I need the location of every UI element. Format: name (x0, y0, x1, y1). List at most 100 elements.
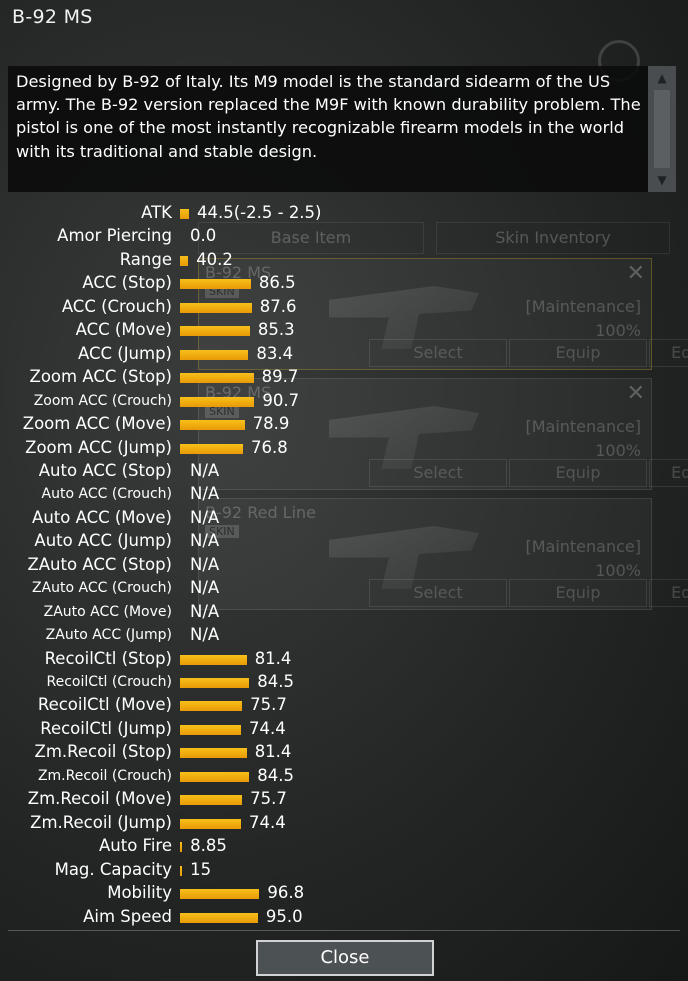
stat-bar (180, 209, 189, 219)
stat-label: ZAuto ACC (Move) (43, 603, 172, 620)
stat-label: ACC (Stop) (82, 273, 172, 293)
stat-value: 90.7 (262, 390, 300, 410)
stat-bar (180, 349, 249, 360)
stat-label: Zoom ACC (Jump) (25, 437, 172, 457)
stat-value: 83.4 (256, 343, 294, 363)
stat-label: RecoilCtl (Stop) (44, 648, 172, 668)
inventory-card: B-92 Red Line SKIN [Maintenance] 100% Se… (198, 498, 688, 610)
stat-row: Zoom ACC (Stop) 89.7 (0, 365, 688, 389)
stat-row: Auto Fire 8.85 (0, 834, 688, 858)
stat-row: Mag. Capacity 15 (0, 858, 688, 882)
stat-bar (180, 654, 247, 665)
card-percent: 100% (595, 561, 641, 580)
inventory-card: B-92 MS SKIN ✕ [Maintenance] 100% Select… (198, 258, 688, 370)
stat-value: N/A (190, 578, 220, 598)
stat-label: ACC (Jump) (77, 343, 172, 363)
stat-row: RecoilCtl (Stop) 81.4 (0, 647, 688, 671)
stat-value: 74.4 (249, 718, 286, 738)
stat-label: Range (119, 249, 172, 269)
stat-bar (180, 724, 241, 735)
stat-bar (180, 302, 252, 313)
stat-bar (180, 748, 247, 759)
inventory-card: B-92 MS SKIN ✕ [Maintenance] 100% Select… (198, 378, 688, 490)
stat-label: Zoom ACC (Move) (22, 414, 172, 433)
stat-row: ZAuto ACC (Jump) N/A (0, 623, 688, 647)
stat-value: 81.4 (254, 742, 292, 762)
scroll-down-icon[interactable]: ▼ (657, 173, 667, 187)
tab-base-item: Base Item (198, 222, 424, 254)
stat-row: RecoilCtl (Move) 75.7 (0, 693, 688, 717)
select-button: Select (369, 339, 507, 367)
stat-value: 84.5 (257, 672, 295, 691)
close-button[interactable]: Close (256, 940, 434, 976)
stat-bar (180, 771, 250, 782)
description-scrollbar[interactable]: ▲ ▼ (648, 66, 676, 192)
stat-bar (180, 443, 243, 454)
stat-row: ZAuto ACC (Stop) N/A (0, 553, 688, 577)
scroll-up-icon[interactable]: ▲ (657, 71, 667, 85)
stat-bar (180, 420, 245, 430)
stat-row: Auto ACC (Crouch) N/A (0, 482, 688, 506)
stat-label: Zm.Recoil (Crouch) (37, 767, 172, 784)
stat-value: 75.7 (250, 695, 287, 715)
stat-row: Range 40.2 (0, 248, 688, 272)
stat-label: ACC (Move) (75, 320, 172, 340)
stat-bar (180, 865, 183, 876)
stat-row: Zoom ACC (Jump) 76.8 (0, 436, 688, 460)
stat-label: Zoom ACC (Stop) (29, 367, 172, 387)
skin-tag: SKIN (205, 405, 239, 418)
description-text: Designed by B-92 of Italy. Its M9 model … (16, 72, 641, 161)
equip-button: Equip (509, 339, 647, 367)
stat-label: Zm.Recoil (Move) (27, 789, 172, 809)
stat-bar (180, 912, 258, 923)
stat-bar (180, 842, 183, 853)
stat-label: ZAuto ACC (Jump) (45, 627, 172, 644)
stat-value: N/A (190, 484, 220, 504)
equip-on-all-button: Equip on all (649, 459, 688, 487)
card-percent: 100% (595, 321, 641, 340)
stat-bar (180, 396, 255, 407)
scrollbar-thumb[interactable] (654, 90, 670, 168)
stat-value: 76.8 (251, 437, 288, 457)
stat-row: RecoilCtl (Jump) 74.4 (0, 717, 688, 741)
stat-row: RecoilCtl (Crouch) 84.5 (0, 670, 688, 694)
stat-label: RecoilCtl (Move) (37, 695, 172, 715)
select-button: Select (369, 459, 507, 487)
stat-bar (180, 373, 254, 384)
stat-bar (180, 889, 260, 899)
stat-row: Zoom ACC (Crouch) 90.7 (0, 389, 688, 413)
stat-row: Auto ACC (Stop) N/A (0, 459, 688, 483)
card-name: B-92 Red Line (205, 503, 317, 522)
stat-label: Amor Piercing (57, 226, 172, 246)
stat-label: Zm.Recoil (Stop) (34, 742, 172, 762)
stat-row: ZAuto ACC (Move) N/A (0, 600, 688, 624)
card-name: B-92 MS (205, 263, 272, 282)
stat-row: ACC (Move) 85.3 (0, 318, 688, 342)
equip-button: Equip (509, 579, 647, 607)
stat-label: ZAuto ACC (Stop) (27, 554, 172, 574)
stat-row: ZAuto ACC (Crouch) N/A (0, 576, 688, 600)
stat-bar (180, 326, 250, 337)
description-box[interactable]: Designed by B-92 of Italy. Its M9 model … (8, 66, 676, 192)
stat-value: 78.9 (252, 414, 290, 433)
stat-label: Auto ACC (Stop) (38, 460, 172, 480)
stat-row: ACC (Jump) 83.4 (0, 342, 688, 366)
card-percent: 100% (595, 441, 641, 460)
stat-value: 87.6 (259, 296, 297, 316)
divider (8, 930, 680, 931)
stat-value: N/A (190, 460, 220, 480)
stat-value: N/A (190, 601, 220, 621)
stat-value: 86.5 (258, 273, 296, 293)
equip-button: Equip (509, 459, 647, 487)
stat-label: RecoilCtl (Crouch) (46, 674, 172, 690)
close-icon: ✕ (626, 381, 645, 406)
card-status: [Maintenance] (525, 297, 641, 316)
stat-value: 85.3 (257, 320, 295, 340)
stat-row: ATK 44.5(-2.5 - 2.5) (0, 201, 688, 225)
stat-row: ACC (Stop) 86.5 (0, 271, 688, 295)
stat-value: 75.7 (250, 789, 287, 809)
stat-row: Auto ACC (Jump) N/A (0, 529, 688, 553)
stat-label: ATK (141, 203, 172, 222)
stat-value: N/A (190, 625, 220, 645)
stat-label: Mag. Capacity (54, 859, 172, 879)
